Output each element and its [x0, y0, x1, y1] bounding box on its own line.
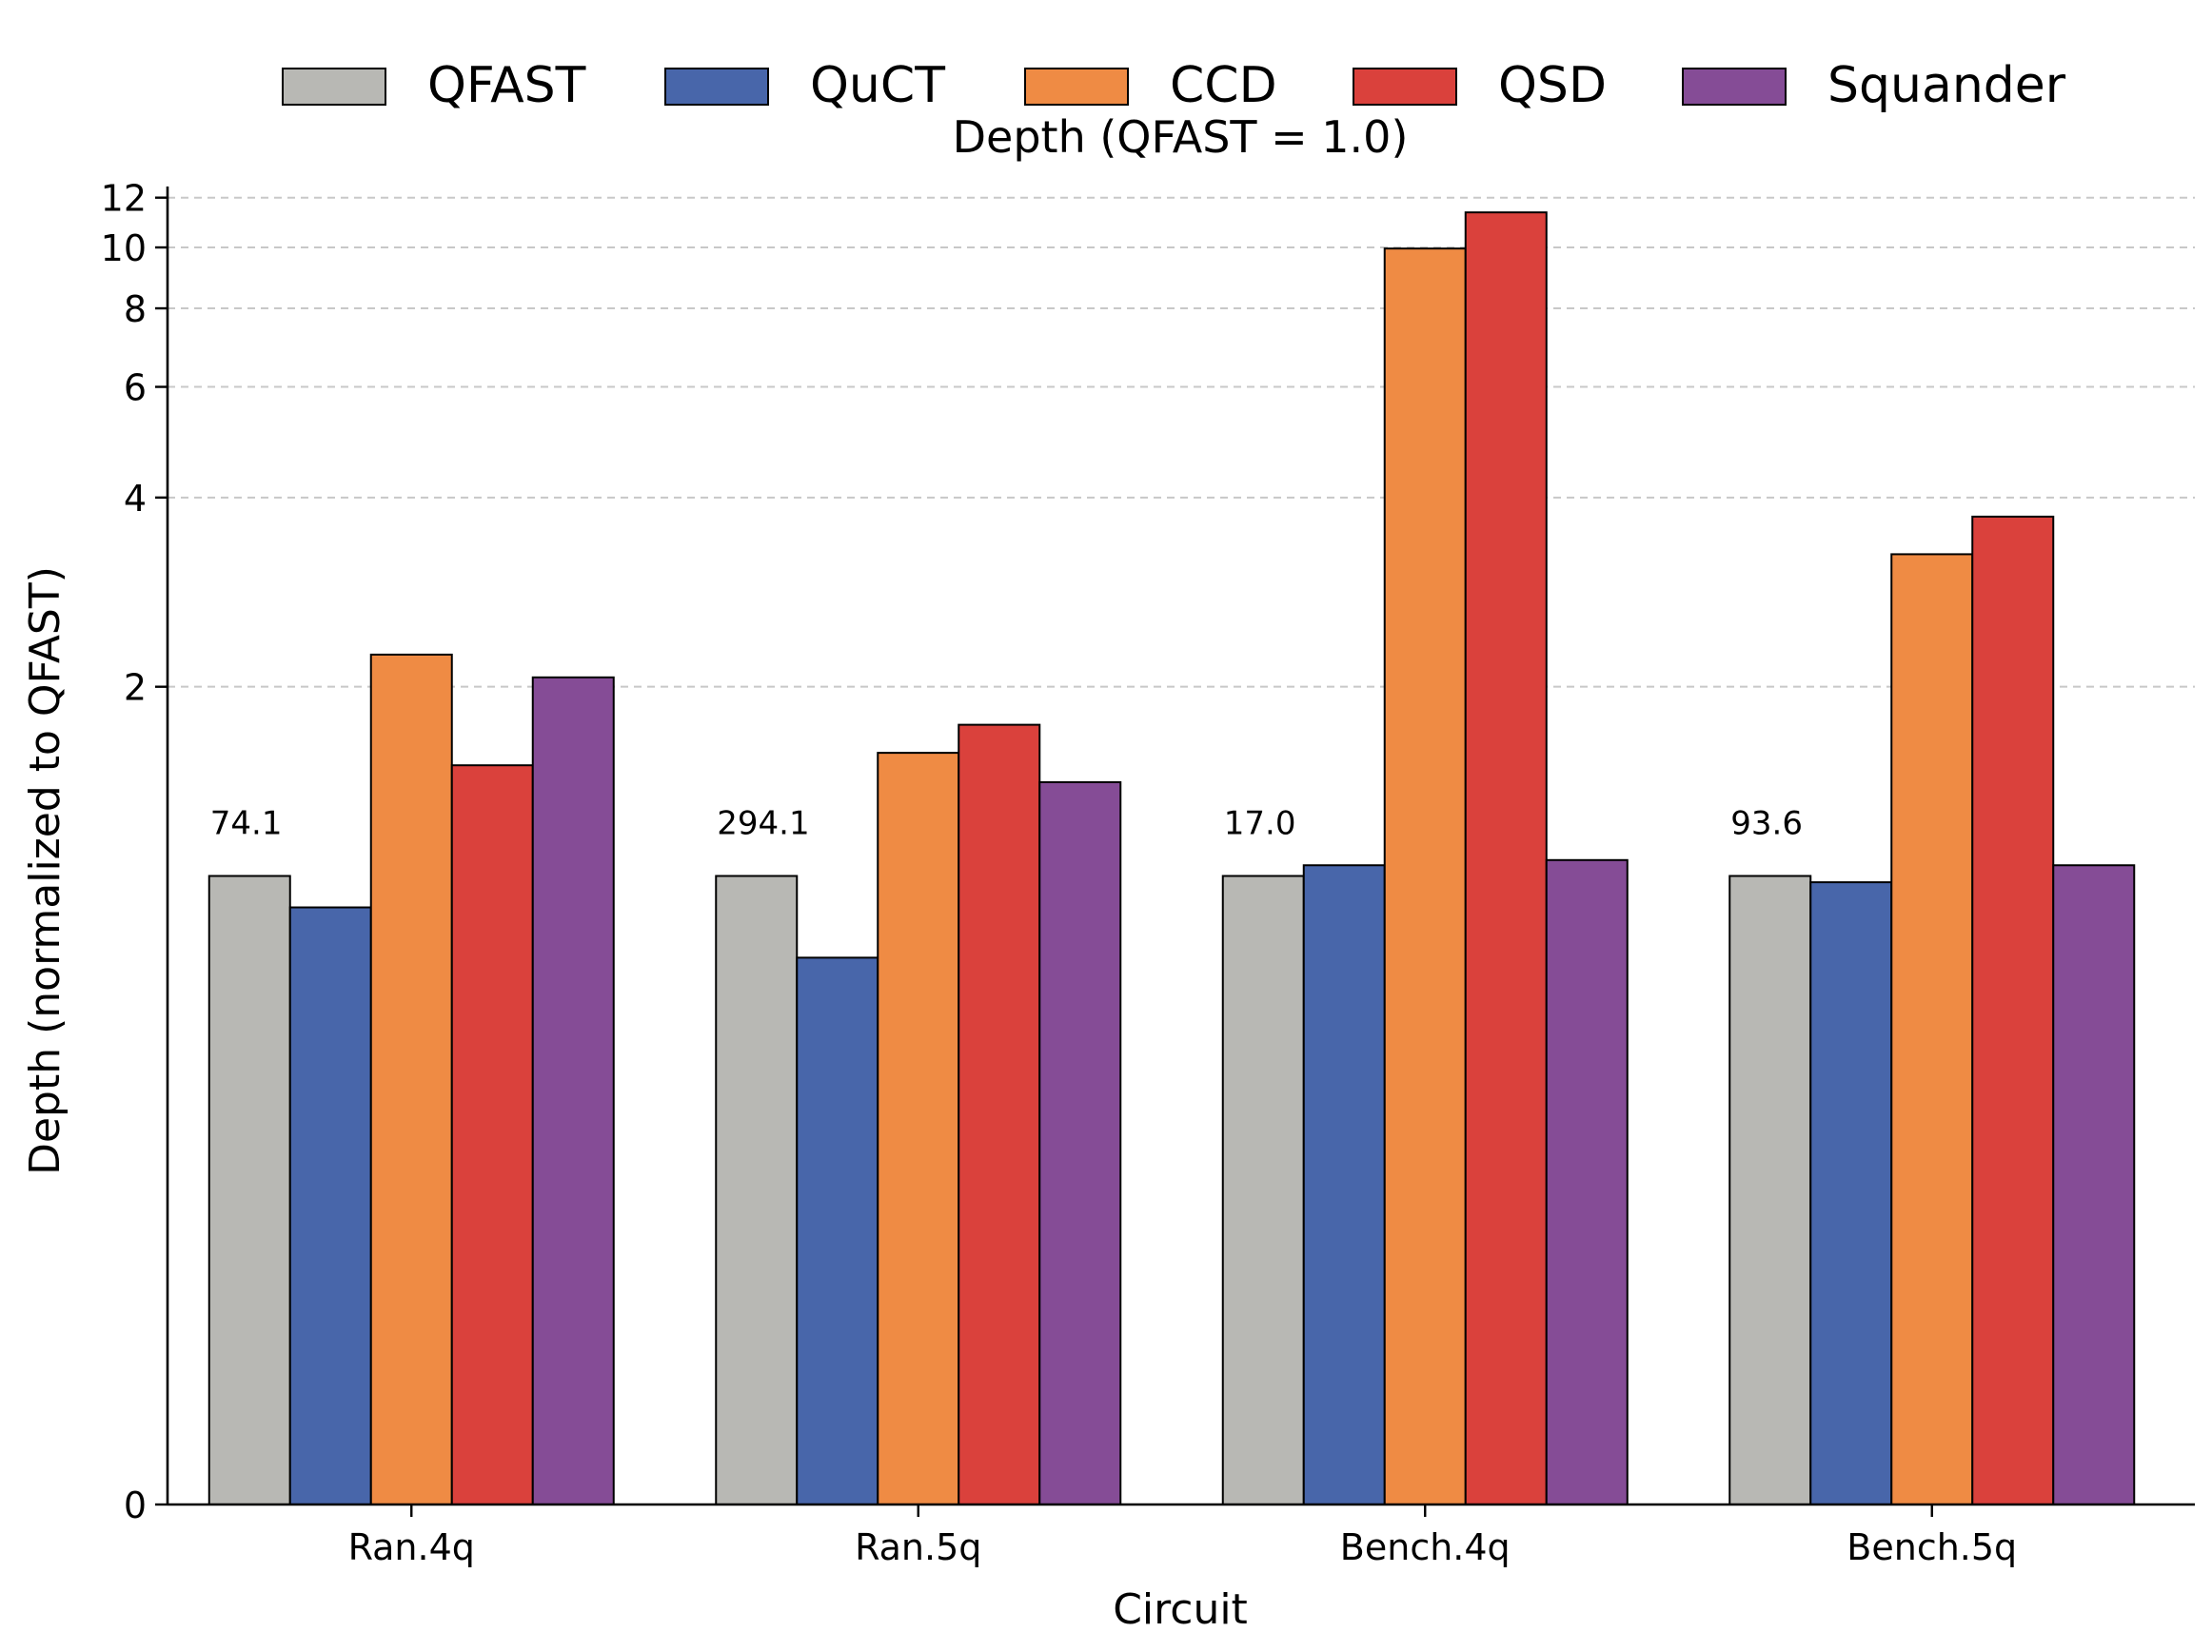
legend-label: CCD [1170, 57, 1277, 114]
legend-label: QSD [1498, 57, 1607, 114]
y-tick-label: 6 [124, 367, 147, 409]
bar-squander-bench-5q [2052, 864, 2136, 1505]
chart-title: Depth (QFAST = 1.0) [953, 111, 1409, 163]
bar-qfast-ran-5q [715, 875, 799, 1505]
bar-annotation: 74.1 [210, 805, 283, 843]
legend-swatch [1353, 68, 1457, 106]
legend-swatch [664, 68, 769, 106]
bar-qfast-bench-5q [1728, 875, 1812, 1505]
bar-ccd-ran-4q [369, 653, 453, 1505]
legend-swatch [1024, 68, 1129, 106]
grid-lines [168, 196, 2195, 688]
x-tick-label: Ran.5q [855, 1526, 981, 1568]
legend-label: QuCT [810, 57, 945, 114]
legend-swatch [282, 68, 386, 106]
x-tick-label: Ran.4q [348, 1526, 475, 1568]
y-tick-label: 12 [101, 178, 147, 220]
bar-quct-ran-5q [796, 956, 879, 1505]
y-tick-label: 2 [124, 667, 147, 709]
bar-ccd-bench-5q [1890, 553, 1974, 1505]
y-tick-label: 0 [124, 1485, 147, 1526]
legend-label: Squander [1827, 57, 2066, 114]
y-tick-label: 4 [124, 478, 147, 520]
bar-annotation: 294.1 [717, 805, 809, 843]
bar-quct-bench-5q [1809, 881, 1893, 1505]
y-axis-label: Depth (normalized to QFAST) [21, 566, 69, 1175]
bar-qsd-bench-4q [1464, 211, 1548, 1506]
bar-annotations: 74.1 294.1 17.0 93.6 [210, 805, 1803, 843]
bar-qfast-bench-4q [1221, 875, 1305, 1505]
axes: 0 2 4 6 8 10 12 Ran.4q Ran.5q Bench.4q Bench.5q [101, 178, 2195, 1568]
bar-qsd-ran-4q [450, 764, 534, 1505]
bar-squander-ran-4q [531, 676, 615, 1505]
bar-qfast-ran-4q [207, 875, 291, 1505]
legend-label: QFAST [427, 57, 586, 114]
bar-quct-ran-4q [288, 906, 372, 1505]
bar-squander-ran-5q [1038, 780, 1122, 1505]
bar-qsd-ran-5q [958, 723, 1041, 1505]
bar-annotation: 93.6 [1730, 805, 1803, 843]
x-axis-label: Circuit [1113, 1585, 1248, 1634]
bars [207, 211, 2136, 1506]
bar-ccd-ran-5q [877, 752, 960, 1505]
legend: QFAST QuCT CCD QSD Squander [282, 57, 2066, 114]
x-tick-label: Bench.4q [1340, 1526, 1511, 1568]
y-tick-label: 10 [101, 227, 147, 269]
bar-squander-bench-4q [1545, 858, 1629, 1505]
bar-ccd-bench-4q [1383, 247, 1467, 1506]
x-tick-label: Bench.5q [1847, 1526, 2017, 1568]
legend-swatch [1682, 68, 1787, 106]
y-tick-label: 8 [124, 288, 147, 330]
bar-annotation: 17.0 [1224, 805, 1296, 843]
bar-qsd-bench-5q [1971, 515, 2055, 1506]
bar-quct-bench-4q [1302, 864, 1386, 1505]
